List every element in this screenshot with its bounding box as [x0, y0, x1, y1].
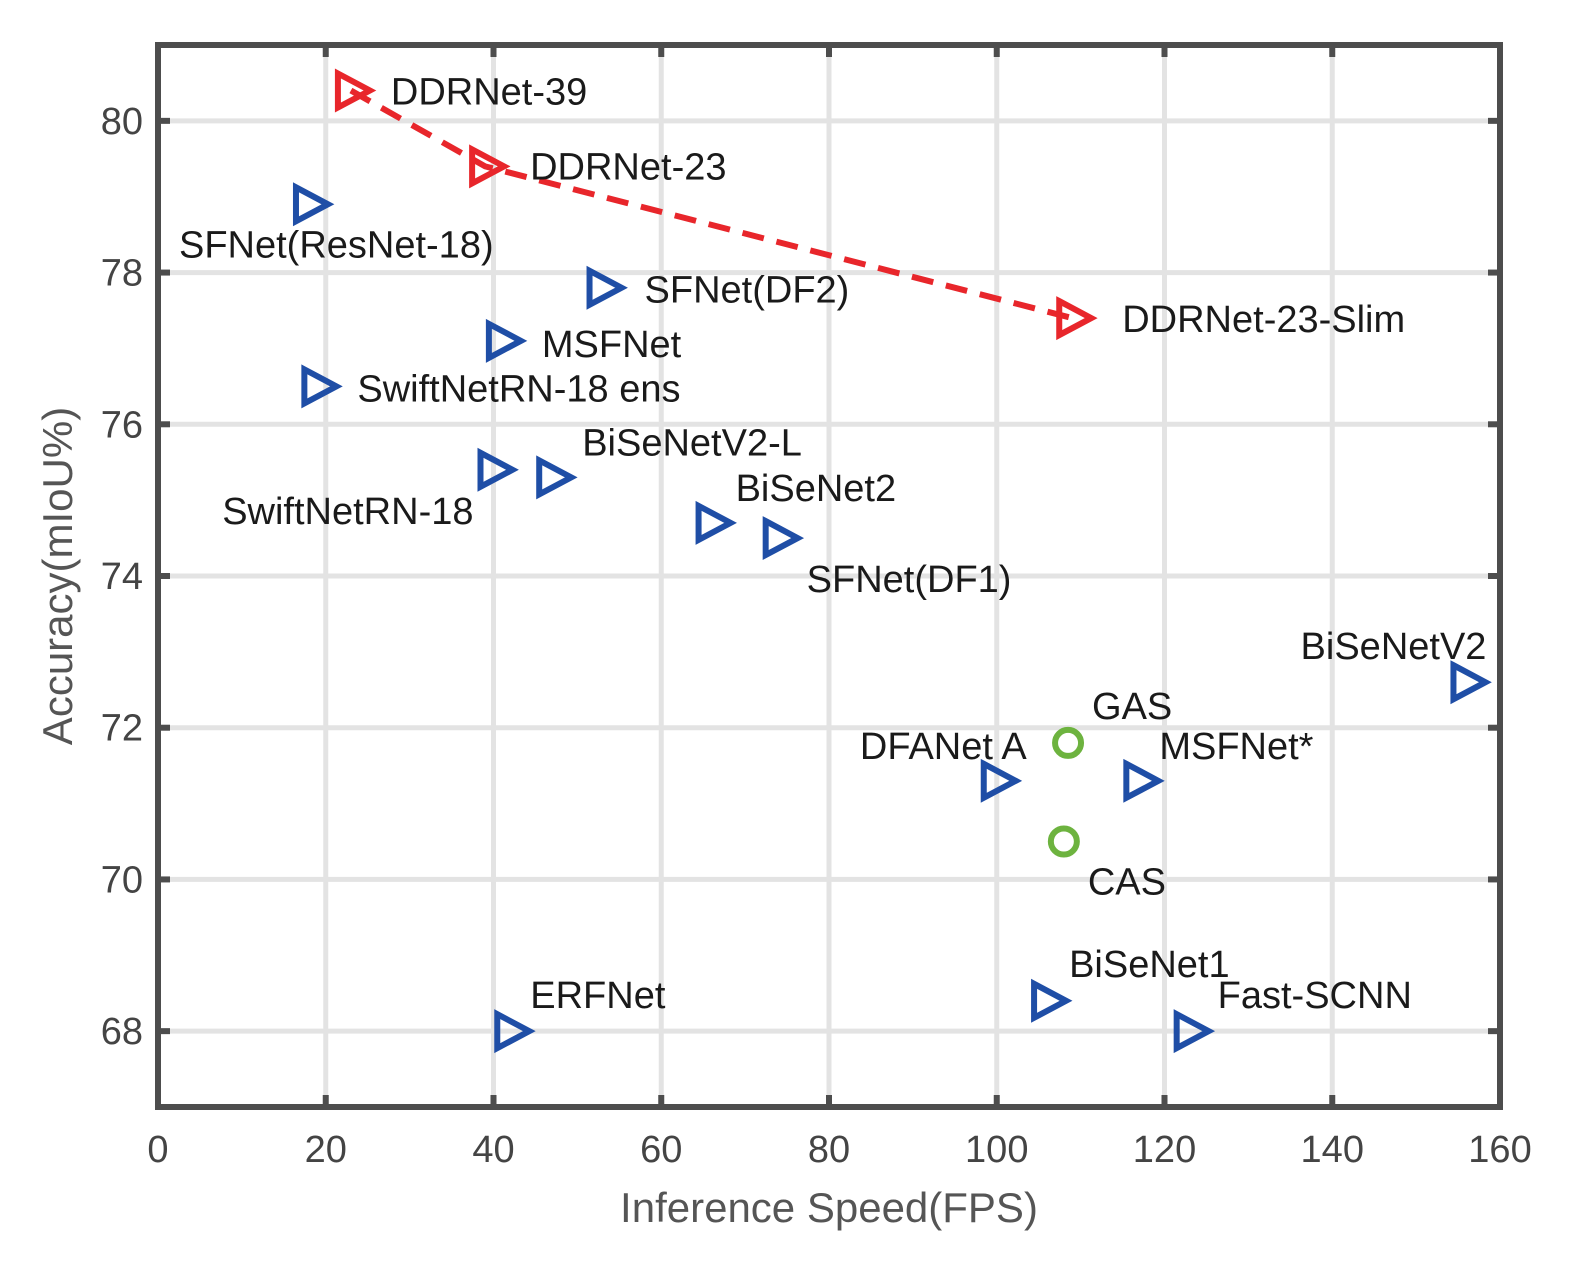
x-tick-label: 160: [1468, 1129, 1531, 1171]
y-tick-label: 78: [101, 253, 143, 295]
grid: [158, 45, 1500, 1107]
data-point-label: MSFNet: [542, 324, 682, 366]
data-point-label: DDRNet-23: [530, 146, 726, 188]
data-point-marker: [586, 265, 628, 310]
x-tick-label: 120: [1133, 1129, 1196, 1171]
data-point-marker: [469, 144, 511, 189]
x-axis-label: Inference Speed(FPS): [620, 1184, 1038, 1231]
data-point-label: CAS: [1088, 862, 1166, 904]
data-point-label: DFANet A: [860, 726, 1027, 768]
data-point-label: SwiftNetRN-18 ens: [357, 368, 680, 410]
data-point-marker: [1047, 825, 1080, 858]
x-tick-label: 20: [305, 1129, 347, 1171]
data-point-marker: [980, 758, 1023, 803]
point-labels: DDRNet-39 DDRNet-23 DDRNet-23-Slim SFNet(Re…: [179, 72, 1486, 1018]
y-axis-label: Accuracy(mIoU%): [34, 407, 81, 745]
data-point-label: SFNet(ResNet-18): [179, 224, 494, 266]
data-point-label: BiSeNetV2: [1301, 626, 1487, 668]
data-point-label: BiSeNetV2-L: [582, 422, 802, 464]
data-point-marker: [695, 500, 737, 545]
data-point-marker: [1056, 296, 1098, 341]
data-point-marker: [485, 318, 528, 363]
data-point-label: SFNet(DF2): [645, 270, 850, 312]
x-tick-label: 140: [1301, 1129, 1364, 1171]
y-tick-label: 70: [101, 859, 143, 901]
data-point-marker: [494, 1009, 536, 1054]
y-tick-label: 80: [101, 101, 143, 143]
data-point-label: BiSeNet2: [736, 468, 897, 510]
data-point-marker: [536, 455, 578, 500]
y-tick-label: 72: [101, 708, 143, 750]
x-tick-label: 100: [965, 1129, 1028, 1171]
x-tick-label: 0: [147, 1129, 168, 1171]
data-point-label: SFNet(DF1): [807, 559, 1012, 601]
data-point-marker: [1031, 978, 1073, 1023]
data-point-marker: [301, 364, 343, 409]
data-point-marker: [334, 68, 377, 113]
data-point-label: BiSeNet1: [1069, 944, 1230, 986]
data-point-marker: [477, 447, 519, 492]
x-tick-label: 40: [472, 1129, 514, 1171]
data-point-marker: [1123, 758, 1165, 803]
data-point-label: SwiftNetRN-18: [222, 491, 473, 533]
data-point-label: DDRNet-23-Slim: [1122, 299, 1405, 341]
y-tick-label: 76: [101, 404, 143, 446]
x-tick-label: 80: [808, 1129, 850, 1171]
data-point-marker: [1052, 726, 1085, 759]
x-tick-label: 60: [640, 1129, 682, 1171]
data-point-label: MSFNet*: [1159, 726, 1313, 768]
plot-frame: [155, 42, 1503, 1110]
data-point-marker: [1173, 1009, 1216, 1054]
data-point-marker: [1450, 660, 1492, 705]
y-tick-label: 68: [101, 1011, 143, 1053]
series-line-ddrnet: [349, 87, 1073, 321]
data-point-marker: [762, 516, 805, 561]
data-point-label: GAS: [1092, 686, 1172, 728]
data-series: [292, 68, 1492, 1054]
data-point-label: Fast-SCNN: [1218, 975, 1412, 1017]
data-point-label: ERFNet: [530, 975, 666, 1017]
data-point-label: DDRNet-39: [391, 72, 587, 114]
y-tick-label: 74: [101, 556, 143, 598]
data-point-marker: [292, 182, 335, 227]
